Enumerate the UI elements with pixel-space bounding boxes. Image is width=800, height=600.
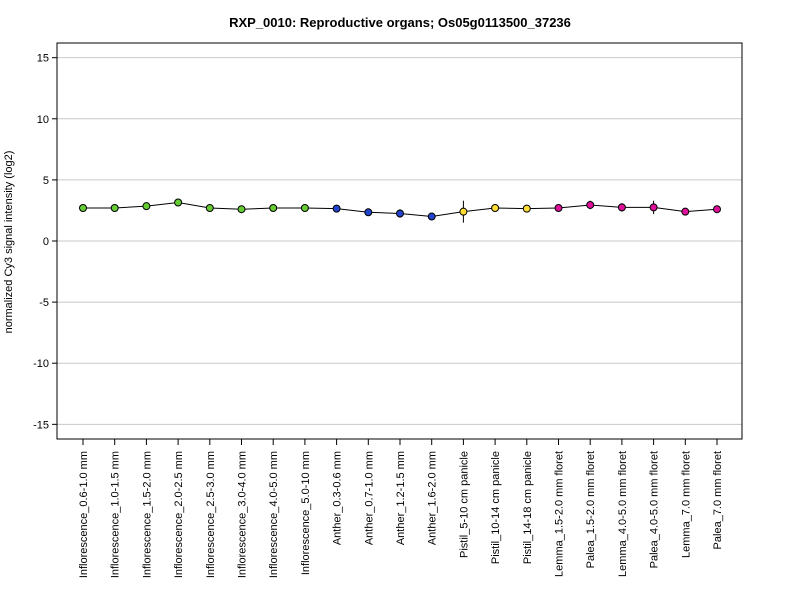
x-tick-label-2: Inflorescence_1.5-2.0 mm <box>141 451 153 578</box>
data-point-13 <box>491 204 500 212</box>
x-tick-label-7: Inflorescence_5.0-10 mm <box>300 451 312 575</box>
y-tick-label-4: 5 <box>43 175 49 187</box>
data-point-6 <box>269 204 278 212</box>
data-point-19 <box>681 207 690 216</box>
y-axis-label: normalized Cy3 signal intensity (log2) <box>3 151 15 334</box>
gridlines <box>57 57 742 425</box>
y-tick-label-0: -15 <box>33 419 49 431</box>
x-tick-label-4: Inflorescence_2.5-3.0 mm <box>205 451 217 578</box>
y-tick-label-1: -10 <box>33 358 49 370</box>
y-tick-label-2: -5 <box>39 297 49 309</box>
data-point-7 <box>300 204 309 212</box>
data-point-1 <box>110 204 119 212</box>
x-tick-label-0: Inflorescence_0.6-1.0 mm <box>78 451 90 578</box>
x-axis: Inflorescence_0.6-1.0 mm Inflorescence_1.… <box>78 439 724 578</box>
x-tick-label-20: Palea_7.0 mm floret <box>712 451 724 549</box>
data-series <box>79 198 721 223</box>
x-tick-label-9: Anther_0.7-1.0 mm <box>363 451 375 545</box>
x-tick-label-8: Anther_0.3-0.6 mm <box>332 451 344 545</box>
x-tick-label-16: Palea_1.5-2.0 mm floret <box>585 451 597 568</box>
data-point-18 <box>649 203 658 212</box>
data-point-15 <box>554 204 563 212</box>
data-point-10 <box>396 209 404 218</box>
x-tick-label-14: Pistil_14-18 cm panicle <box>522 451 534 564</box>
data-point-12 <box>459 207 468 216</box>
y-tick-label-6: 15 <box>37 53 49 65</box>
x-tick-label-1: Inflorescence_1.0-1.5 mm <box>110 451 122 578</box>
data-point-11 <box>427 212 436 221</box>
x-tick-label-17: Lemma_4.0-5.0 mm floret <box>617 451 629 577</box>
data-point-8 <box>332 204 341 213</box>
data-point-3 <box>174 198 183 207</box>
data-point-14 <box>522 204 531 213</box>
data-point-20 <box>713 205 721 214</box>
x-tick-label-12: Pistil_5-10 cm panicle <box>458 451 470 558</box>
data-point-0 <box>79 204 87 212</box>
x-tick-label-11: Anther_1.6-2.0 mm <box>427 451 439 545</box>
data-point-17 <box>617 203 626 212</box>
x-tick-label-3: Inflorescence_2.0-2.5 mm <box>173 451 185 578</box>
data-point-9 <box>364 208 373 217</box>
x-tick-label-10: Anther_1.2-1.5 mm <box>395 451 407 545</box>
x-tick-label-13: Pistil_10-14 cm panicle <box>490 451 502 564</box>
plot-frame <box>56 42 743 440</box>
x-tick-label-15: Lemma_1.5-2.0 mm floret <box>554 451 566 577</box>
data-point-4 <box>205 204 214 212</box>
x-tick-label-5: Inflorescence_3.0-4.0 mm <box>237 451 249 578</box>
data-point-2 <box>142 202 151 211</box>
y-tick-label-3: 0 <box>43 236 49 248</box>
x-tick-label-18: Palea_4.0-5.0 mm floret <box>649 451 661 568</box>
x-tick-label-19: Lemma_7.0 mm floret <box>680 451 692 558</box>
chart-title: RXP_0010: Reproductive organs; Os05g0113… <box>229 15 571 30</box>
data-point-16 <box>586 200 595 209</box>
x-tick-label-6: Inflorescence_4.0-5.0 mm <box>268 451 280 578</box>
y-axis: -15 -10 -5 0 5 10 15 <box>33 53 57 431</box>
data-point-5 <box>237 205 246 214</box>
y-tick-label-5: 10 <box>37 114 49 126</box>
